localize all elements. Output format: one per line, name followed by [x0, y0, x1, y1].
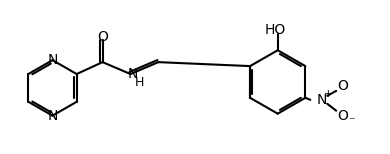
Text: N: N [47, 53, 58, 67]
Text: HO: HO [265, 23, 286, 37]
Text: ⁻: ⁻ [348, 115, 355, 128]
Text: N: N [47, 109, 58, 123]
Text: N: N [127, 67, 138, 81]
Text: O: O [338, 79, 349, 93]
Text: N: N [317, 93, 328, 107]
Text: H: H [135, 76, 144, 89]
Text: +: + [324, 89, 333, 99]
Text: O: O [97, 30, 108, 44]
Text: O: O [338, 109, 349, 123]
